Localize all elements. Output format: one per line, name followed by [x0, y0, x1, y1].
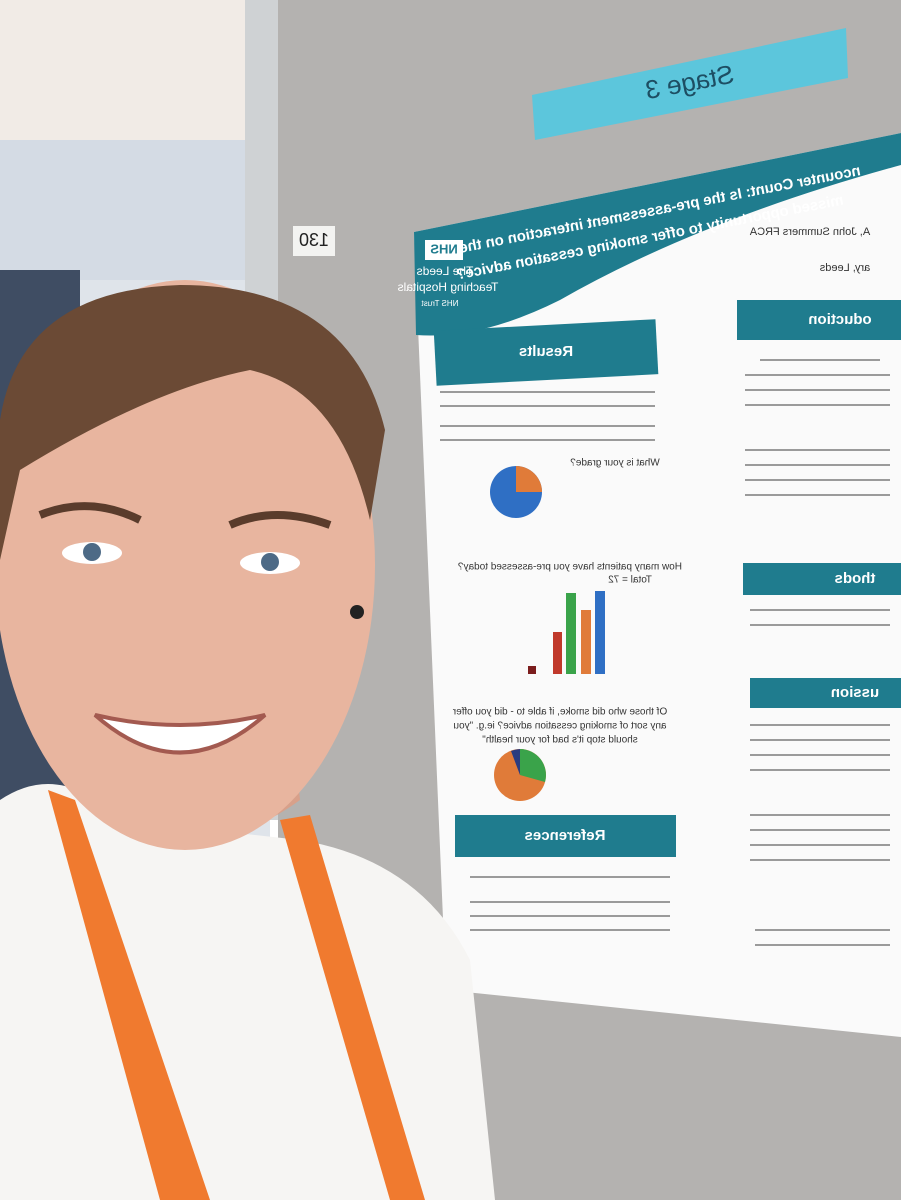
poster-authors: A, John Summers FRCA [749, 226, 870, 238]
ceiling [0, 0, 250, 140]
section-header [743, 563, 901, 595]
section-title: ussion [831, 684, 879, 701]
question: any sort of smoking cessation advice? ie… [453, 721, 666, 732]
chart-shape [528, 666, 536, 674]
chart-shape [566, 593, 576, 674]
booth-number: 130 [299, 230, 329, 250]
earbud [350, 605, 364, 619]
section-title: thods [835, 570, 876, 587]
question: How many patients have you pre-assessed … [458, 562, 682, 573]
chart-shape [595, 591, 605, 674]
pie-slice [511, 749, 520, 775]
section-header [433, 319, 659, 386]
section-header [455, 815, 676, 857]
smile [93, 713, 267, 755]
trust-name: Teaching Hospitals [398, 280, 499, 294]
section-title: Results [519, 343, 573, 360]
eyebrow [228, 511, 332, 529]
section-title: oduction [808, 311, 871, 328]
nhs-logo [425, 240, 463, 260]
poster-text-lines [440, 359, 890, 946]
iris [83, 543, 101, 561]
pie-slice [520, 749, 546, 782]
trust-suffix: NHS Trust [421, 299, 459, 308]
nhs-logo-text: NHS [430, 241, 458, 256]
trust-name: The Leeds [417, 264, 474, 278]
bar-chart [528, 591, 605, 674]
chart-shape [581, 610, 591, 674]
pie-slice [516, 466, 542, 492]
section-title: References [525, 827, 606, 844]
lanyard [48, 790, 210, 1200]
section-header [750, 678, 901, 708]
poster-authors: ary, Leeds [819, 262, 870, 274]
question: What is your grade? [570, 458, 660, 469]
question: should stop it's bad for your health" [482, 735, 638, 746]
question: Total = 72 [608, 575, 652, 586]
lanyard [280, 815, 425, 1200]
eyebrow [38, 502, 142, 524]
section-header [737, 300, 901, 340]
ceiling-panel [0, 140, 250, 280]
poster-banner [414, 133, 901, 336]
question: Of those who did smoke, if able to - did… [452, 707, 667, 718]
hair [0, 285, 385, 560]
iris [261, 553, 279, 571]
stage-sign [532, 28, 848, 140]
booth-plate [293, 226, 335, 256]
chart-shape [553, 632, 562, 674]
